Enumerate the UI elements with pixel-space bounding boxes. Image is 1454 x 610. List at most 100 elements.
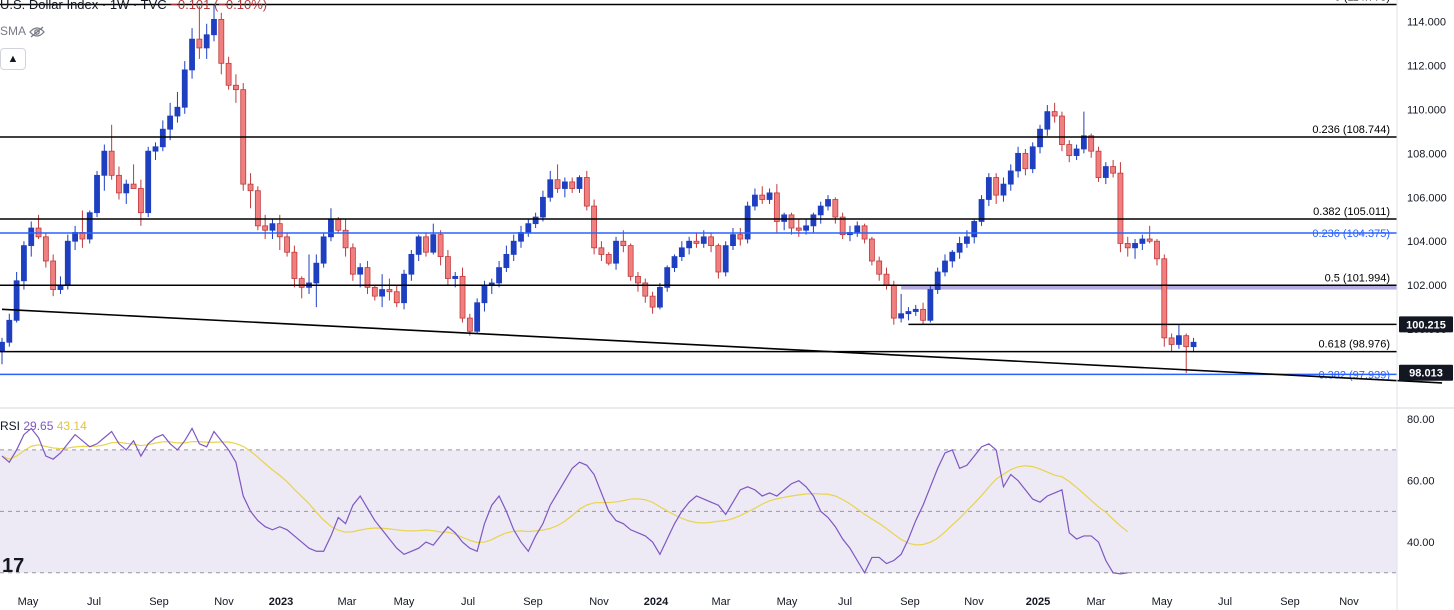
candle[interactable] bbox=[342, 219, 349, 257]
candle[interactable] bbox=[781, 212, 788, 231]
candle[interactable] bbox=[620, 230, 627, 253]
candle[interactable] bbox=[371, 285, 378, 301]
candle[interactable] bbox=[730, 228, 736, 251]
candle[interactable] bbox=[1161, 254, 1168, 347]
candle[interactable] bbox=[415, 234, 422, 261]
candle[interactable] bbox=[1015, 146, 1021, 178]
candle[interactable] bbox=[379, 274, 386, 308]
candle[interactable] bbox=[678, 241, 685, 261]
collapse-legend-button[interactable]: ▲ bbox=[0, 48, 26, 70]
candle[interactable] bbox=[108, 124, 115, 180]
candle[interactable] bbox=[1168, 333, 1175, 352]
rsi-legend[interactable]: RSI 29.65 43.14 bbox=[0, 419, 87, 433]
candle[interactable] bbox=[393, 285, 400, 308]
candle[interactable] bbox=[1117, 162, 1124, 253]
candle[interactable] bbox=[825, 195, 831, 211]
candle[interactable] bbox=[657, 282, 663, 310]
candle[interactable] bbox=[503, 245, 510, 272]
candle[interactable] bbox=[715, 243, 722, 279]
candle[interactable] bbox=[540, 190, 546, 222]
candle[interactable] bbox=[1095, 146, 1102, 182]
candle[interactable] bbox=[247, 173, 254, 209]
candle[interactable] bbox=[876, 256, 883, 281]
rsi-ma-line[interactable] bbox=[1, 440, 1129, 546]
candle[interactable] bbox=[284, 232, 290, 257]
candle[interactable] bbox=[152, 142, 159, 160]
candle[interactable] bbox=[766, 188, 773, 204]
candle[interactable] bbox=[159, 120, 166, 152]
candle[interactable] bbox=[291, 245, 298, 288]
candle[interactable] bbox=[890, 280, 897, 325]
candle[interactable] bbox=[203, 23, 210, 59]
candle[interactable] bbox=[949, 250, 956, 268]
candle[interactable] bbox=[123, 179, 130, 204]
candle[interactable] bbox=[474, 298, 481, 334]
candle[interactable] bbox=[686, 236, 693, 255]
candle[interactable] bbox=[978, 195, 985, 226]
candle[interactable] bbox=[218, 12, 225, 75]
candle[interactable] bbox=[1066, 140, 1073, 163]
candle[interactable] bbox=[561, 177, 568, 198]
candle[interactable] bbox=[357, 263, 364, 288]
candle[interactable] bbox=[1000, 177, 1007, 202]
candle[interactable] bbox=[1073, 144, 1080, 160]
candle[interactable] bbox=[459, 267, 466, 323]
candle[interactable] bbox=[839, 212, 846, 240]
candle[interactable] bbox=[1146, 225, 1153, 244]
candle[interactable] bbox=[1132, 239, 1138, 259]
candle[interactable] bbox=[306, 254, 312, 294]
candle[interactable] bbox=[50, 254, 57, 297]
candle[interactable] bbox=[349, 243, 356, 281]
candle[interactable] bbox=[722, 241, 729, 277]
candle[interactable] bbox=[744, 201, 751, 244]
candle[interactable] bbox=[28, 221, 35, 257]
indicator-legend[interactable]: SMA bbox=[0, 24, 45, 38]
trendline[interactable] bbox=[1, 308, 1443, 384]
candle[interactable] bbox=[1190, 337, 1197, 352]
candle[interactable] bbox=[547, 170, 554, 202]
candle[interactable] bbox=[254, 186, 261, 231]
candle[interactable] bbox=[532, 212, 539, 229]
candle[interactable] bbox=[269, 219, 276, 240]
candle[interactable] bbox=[693, 232, 700, 248]
candle[interactable] bbox=[42, 232, 49, 268]
candle[interactable] bbox=[430, 223, 437, 255]
candle[interactable] bbox=[364, 260, 371, 294]
candle[interactable] bbox=[569, 177, 576, 193]
candle[interactable] bbox=[6, 313, 13, 347]
candle[interactable] bbox=[627, 243, 634, 281]
candle[interactable] bbox=[225, 56, 232, 90]
candle[interactable] bbox=[817, 201, 824, 224]
candle[interactable] bbox=[649, 291, 656, 314]
candle[interactable] bbox=[174, 91, 181, 123]
candle[interactable] bbox=[488, 278, 495, 294]
candle[interactable] bbox=[525, 219, 532, 237]
candle[interactable] bbox=[773, 184, 780, 233]
candle[interactable] bbox=[401, 269, 407, 310]
candle[interactable] bbox=[985, 173, 992, 207]
candle[interactable] bbox=[635, 271, 641, 292]
rsi-line[interactable] bbox=[1, 427, 1128, 575]
candle[interactable] bbox=[313, 254, 320, 308]
candle[interactable] bbox=[854, 221, 861, 237]
candle[interactable] bbox=[898, 293, 905, 323]
sma-label[interactable]: SMA bbox=[0, 24, 26, 38]
candle[interactable] bbox=[883, 267, 890, 290]
candle[interactable] bbox=[233, 74, 239, 103]
candle[interactable] bbox=[1022, 148, 1029, 176]
candle[interactable] bbox=[181, 61, 188, 114]
candle[interactable] bbox=[196, 6, 203, 59]
candle[interactable] bbox=[1037, 124, 1043, 154]
candle[interactable] bbox=[1183, 333, 1190, 374]
candle[interactable] bbox=[752, 188, 758, 211]
candle[interactable] bbox=[554, 164, 561, 193]
candle[interactable] bbox=[423, 232, 429, 257]
candle[interactable] bbox=[1029, 142, 1036, 174]
tradingview-logo-icon[interactable]: 17 bbox=[2, 555, 25, 577]
candle[interactable] bbox=[1059, 111, 1065, 152]
candle[interactable] bbox=[1051, 102, 1058, 123]
candle[interactable] bbox=[788, 212, 795, 235]
price-badge[interactable]: 98.013 bbox=[1399, 364, 1453, 381]
candle[interactable] bbox=[905, 307, 912, 321]
candle[interactable] bbox=[79, 210, 86, 248]
